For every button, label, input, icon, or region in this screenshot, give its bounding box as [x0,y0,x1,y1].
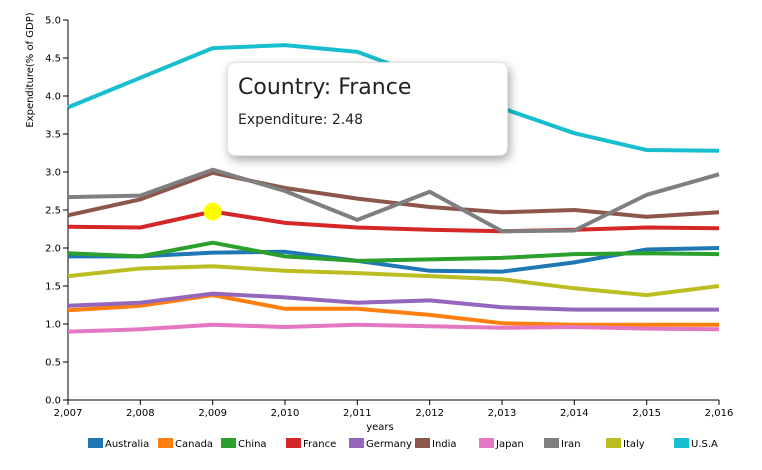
legend-label-germany: Germany [366,439,412,450]
x-tick-label: 2,007 [54,408,83,419]
legend-swatch-india [415,438,430,448]
y-tick-label: 5.0 [45,16,61,27]
legend-swatch-france [286,438,301,448]
series-lines [67,43,720,334]
series-line-australia [68,246,720,274]
series-line-canada [67,293,719,327]
y-tick-label: 2.5 [45,206,61,217]
legend-label-japan: Japan [495,439,524,450]
x-tick-label: 2,011 [343,408,372,419]
series-line-iran [67,167,720,234]
series-line-italy [67,264,720,298]
legend-swatch-australia [88,438,103,448]
x-tick-label: 2,015 [632,408,661,419]
y-tick-label: 2.0 [45,244,61,255]
tooltip: Country: France Expenditure: 2.48 [227,62,508,156]
series-line-india [67,170,720,219]
y-tick-label: 0.0 [45,396,61,407]
legend-label-italy: Italy [623,439,645,450]
y-tick-label: 3.0 [45,168,61,179]
y-axis-title: Expenditure(% of GDP) [25,12,36,127]
x-tick-label: 2,009 [198,408,227,419]
highlight-marker [203,202,222,221]
tooltip-value: Expenditure: 2.48 [238,112,364,128]
y-tick-label: 0.5 [45,358,61,369]
y-tick-label: 3.5 [45,130,61,141]
legend-label-france: France [303,439,336,450]
y-tick-label: 4.5 [45,54,61,65]
y-tick-label: 4.0 [45,92,61,103]
y-axis: 0.0 0.5 1.0 1.5 2.0 2.5 3.0 3.5 4.0 4.5 5.0 [45,16,69,407]
legend-label-u-s-a: U.S.A [691,439,718,450]
series-line-germany [67,291,719,312]
series-line-france [67,209,720,234]
legend-label-canada: Canada [175,439,213,450]
x-axis-title: years [366,422,394,433]
x-tick-label: 2,010 [271,408,300,419]
x-tick-label: 2,014 [560,408,589,419]
legend-swatch-china [221,438,236,448]
x-tick-label: 2,008 [126,408,155,419]
legend-label-iran: Iran [561,439,581,450]
x-tick-label: 2,013 [488,408,517,419]
legend-label-india: India [432,439,457,450]
series-line-china [67,240,720,263]
legend-swatch-u-s-a [674,438,689,448]
x-axis: 2,007 2,008 2,009 2,010 2,011 2,012 2,013 2,014… [54,399,734,419]
x-tick-label: 2,016 [705,408,734,419]
legend-swatch-iran [544,438,559,448]
legend-label-china: China [238,439,267,450]
legend: Australia Canada China France Germany India Ja… [88,438,718,450]
legend-label-australia: Australia [105,439,149,450]
legend-swatch-canada [158,438,173,448]
y-tick-label: 1.5 [45,282,61,293]
highlight-marker-group [203,202,222,221]
legend-swatch-italy [606,438,621,448]
y-tick-label: 1.0 [45,320,61,331]
legend-swatch-germany [349,438,364,448]
x-tick-label: 2,012 [415,408,444,419]
series-line-japan [67,322,720,334]
legend-swatch-japan [479,438,494,448]
tooltip-title: Country: France [238,75,412,100]
